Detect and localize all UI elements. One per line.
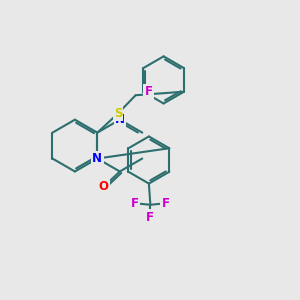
Text: F: F [131,197,139,210]
Text: N: N [115,113,125,126]
Text: F: F [146,211,154,224]
Text: F: F [145,85,152,98]
Text: O: O [99,180,109,193]
Text: N: N [92,152,102,165]
Text: S: S [114,107,122,120]
Text: F: F [162,197,170,210]
